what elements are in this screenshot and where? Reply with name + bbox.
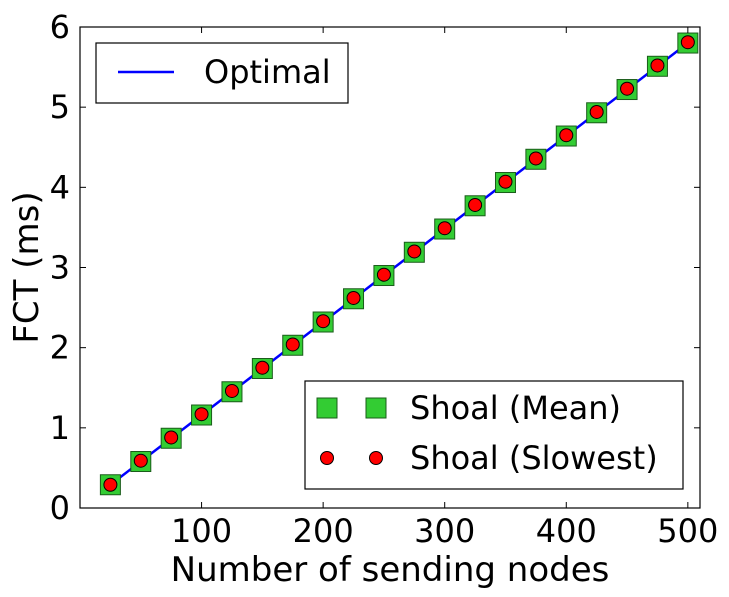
x-tick-label-3: 400: [536, 512, 597, 550]
slowest-point-8: [346, 290, 361, 305]
x-tick-label-1: 200: [293, 512, 354, 550]
legend-mean-marker-1: [365, 397, 387, 419]
x-axis-label: Number of sending nodes: [171, 550, 610, 590]
plot-area: [79, 26, 701, 509]
legend-slowest-marker-1: [369, 451, 383, 465]
slowest-point-6: [285, 337, 300, 352]
legend-optimal-label: Optimal: [204, 53, 331, 91]
y-tick-label-2: 2: [50, 329, 70, 367]
y-tick-label-6: 6: [50, 8, 70, 46]
x-tick-label-4: 500: [657, 512, 718, 550]
slowest-point-9: [376, 267, 391, 282]
slowest-point-19: [680, 35, 695, 50]
slowest-point-16: [589, 104, 604, 119]
legend-mean-marker-0: [316, 397, 338, 419]
slowest-point-4: [224, 383, 239, 398]
slowest-point-5: [255, 360, 270, 375]
slowest-point-7: [316, 314, 331, 329]
slowest-point-13: [498, 174, 513, 189]
legend-slowest-label: Shoal (Slowest): [410, 439, 658, 477]
legend-slowest-marker-0: [320, 451, 334, 465]
slowest-point-17: [620, 81, 635, 96]
legend-mean-label: Shoal (Mean): [410, 389, 621, 427]
slowest-point-11: [437, 221, 452, 236]
slowest-point-10: [407, 244, 422, 259]
y-tick-label-5: 5: [50, 88, 70, 126]
axis-ticks: 0 1 2 3 4 5 6 100 200 300 400 500: [50, 8, 719, 550]
slowest-point-12: [468, 197, 483, 212]
slowest-point-2: [164, 430, 179, 445]
slowest-point-14: [528, 151, 543, 166]
x-tick-label-2: 300: [414, 512, 475, 550]
slowest-point-18: [650, 58, 665, 73]
y-tick-label-1: 1: [50, 409, 70, 447]
slowest-point-1: [133, 453, 148, 468]
legend-optimal: Optimal: [95, 42, 349, 104]
x-tick-label-0: 100: [171, 512, 232, 550]
y-tick-label-0: 0: [50, 489, 70, 527]
y-axis-label: FCT (ms): [7, 191, 47, 343]
slowest-point-0: [103, 477, 118, 492]
y-tick-label-4: 4: [50, 168, 70, 206]
y-tick-label-3: 3: [50, 249, 70, 287]
slowest-point-3: [194, 407, 209, 422]
legend-shoal: Shoal (Mean) Shoal (Slowest): [304, 380, 684, 490]
slowest-point-15: [559, 128, 574, 143]
